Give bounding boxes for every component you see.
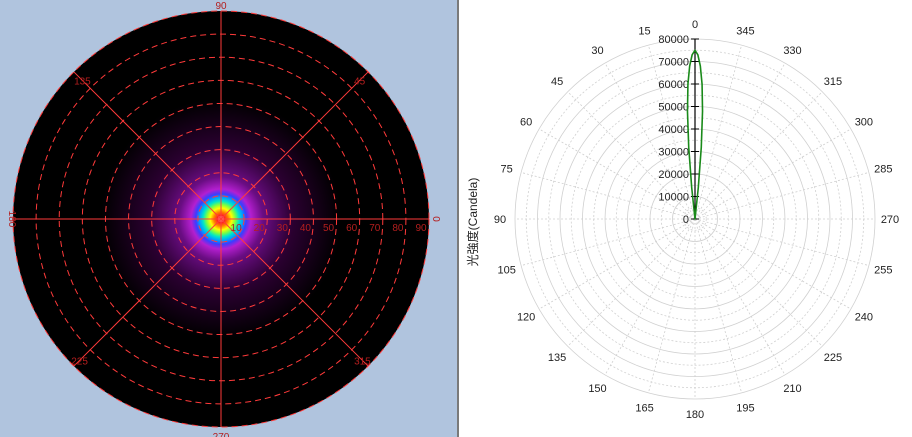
radial-label-10: 10 <box>231 223 243 234</box>
radial-tick-label-20000: 20000 <box>658 169 689 181</box>
radial-label-30: 30 <box>277 223 289 234</box>
intensity-map-panel: 10 20 30 40 50 60 70 80 90 90 45 0 315 270 225 180 135 <box>0 0 457 437</box>
theta-label-30: 30 <box>591 45 603 57</box>
theta-label-60: 60 <box>520 117 532 129</box>
theta-label-330: 330 <box>783 45 801 57</box>
theta-label-345: 345 <box>736 26 754 38</box>
radial-tick-label-70000: 70000 <box>658 57 689 69</box>
panel-divider <box>457 0 459 437</box>
theta-label-45: 45 <box>551 76 563 88</box>
spoke-150 <box>604 218 696 376</box>
spoke-315 <box>220 218 369 367</box>
angle-label-315: 315 <box>354 356 371 367</box>
angle-label-90: 90 <box>215 1 227 12</box>
angle-label-270: 270 <box>213 432 230 437</box>
angle-label-135: 135 <box>74 76 91 87</box>
theta-label-150: 150 <box>588 383 606 395</box>
radial-label-80: 80 <box>392 223 404 234</box>
spoke-345 <box>694 45 742 220</box>
radial-tick-label-0: 0 <box>683 214 689 226</box>
radial-tick-label-10000: 10000 <box>658 192 689 204</box>
spoke-300 <box>694 128 852 220</box>
theta-label-165: 165 <box>635 402 653 414</box>
radial-label-40: 40 <box>300 223 312 234</box>
radial-tick-label-80000: 80000 <box>658 34 689 46</box>
angle-label-225: 225 <box>71 356 88 367</box>
intensity-curve <box>686 49 704 220</box>
angle-label-0: 0 <box>430 216 441 222</box>
spoke-240 <box>694 218 852 310</box>
spoke-330 <box>694 62 786 220</box>
spoke-135 <box>73 71 222 220</box>
angle-label-180: 180 <box>6 211 17 228</box>
theta-label-180: 180 <box>686 409 704 421</box>
angle-label-45: 45 <box>354 76 366 87</box>
theta-label-0: 0 <box>692 19 698 31</box>
radial-tick-label-30000: 30000 <box>658 147 689 159</box>
spoke-195 <box>694 218 742 393</box>
y-axis-label: 光強度(Candela) <box>465 178 480 267</box>
spoke-210 <box>694 218 786 376</box>
theta-label-255: 255 <box>874 264 892 276</box>
theta-label-195: 195 <box>736 402 754 414</box>
radial-label-20: 20 <box>254 223 266 234</box>
grid-ring <box>570 94 820 344</box>
grid-ring <box>615 139 775 299</box>
radial-tick-label-60000: 60000 <box>658 79 689 91</box>
radial-tick-label-50000: 50000 <box>658 102 689 114</box>
radial-label-90: 90 <box>415 223 427 234</box>
spoke-45 <box>220 71 369 220</box>
spoke-225 <box>73 218 222 367</box>
radial-tick-label-40000: 40000 <box>658 124 689 136</box>
theta-label-315: 315 <box>824 76 842 88</box>
theta-label-90: 90 <box>494 214 506 226</box>
theta-label-105: 105 <box>497 264 515 276</box>
radial-label-70: 70 <box>369 223 381 234</box>
theta-label-75: 75 <box>501 164 513 176</box>
theta-label-135: 135 <box>548 352 566 364</box>
spoke-315 <box>694 91 823 220</box>
radial-label-60: 60 <box>346 223 358 234</box>
theta-label-210: 210 <box>783 383 801 395</box>
theta-label-15: 15 <box>638 26 650 38</box>
theta-label-120: 120 <box>517 312 535 324</box>
polar-distribution-panel: 0 15 30 45 60 75 90 105 120 135 150 165 180 195 210 225… <box>459 0 912 437</box>
theta-label-300: 300 <box>855 117 873 129</box>
theta-label-240: 240 <box>855 312 873 324</box>
radial-label-50: 50 <box>323 223 335 234</box>
polar-distribution-chart: 0 15 30 45 60 75 90 105 120 135 150 165 180 195 210 225… <box>465 19 899 421</box>
spoke-15 <box>648 45 696 220</box>
spoke-30 <box>604 62 696 220</box>
theta-label-225: 225 <box>824 352 842 364</box>
theta-label-270: 270 <box>881 214 899 226</box>
spoke-165 <box>648 218 696 393</box>
theta-label-285: 285 <box>874 164 892 176</box>
intensity-map-chart: 10 20 30 40 50 60 70 80 90 90 45 0 315 270 225 180 135 <box>6 1 441 437</box>
